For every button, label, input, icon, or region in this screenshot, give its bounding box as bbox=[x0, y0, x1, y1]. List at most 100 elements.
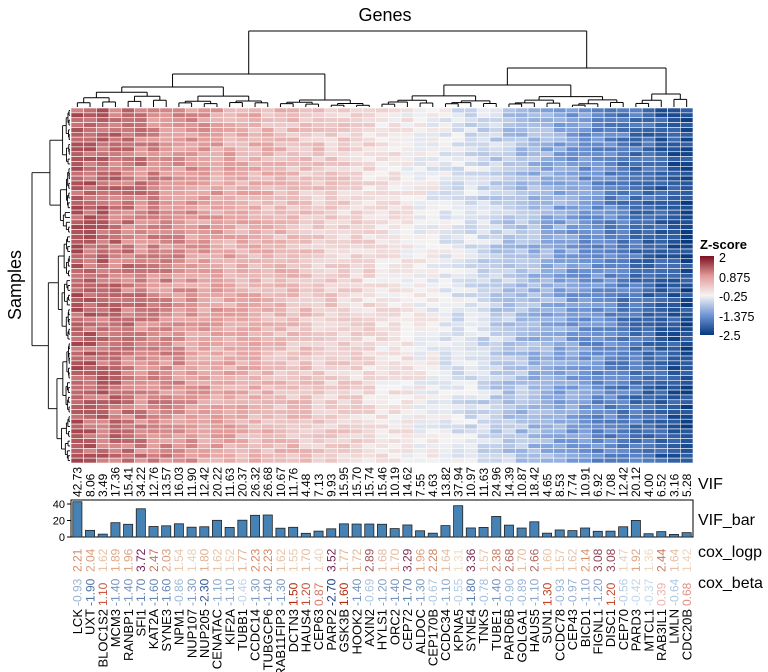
heatmap-cell bbox=[502, 394, 516, 401]
heatmap-cell bbox=[375, 433, 389, 439]
heatmap-cell bbox=[299, 258, 313, 264]
heatmap-cell bbox=[248, 443, 262, 449]
vif-bar bbox=[199, 526, 210, 538]
heatmap-cell bbox=[388, 282, 402, 289]
heatmap-cell bbox=[349, 443, 364, 449]
vif-value: 15.70 bbox=[350, 467, 364, 497]
heatmap-cell bbox=[261, 336, 275, 342]
heatmap-cell bbox=[375, 224, 389, 230]
heatmap-cell bbox=[324, 132, 338, 138]
heatmap-cell bbox=[654, 263, 668, 269]
cox-logp-row: 2.212.041.621.891.963.722.472.031.541.48… bbox=[71, 548, 694, 572]
heatmap-cell bbox=[134, 224, 148, 230]
heatmap-cell bbox=[654, 297, 668, 303]
heatmap-cell bbox=[349, 365, 364, 371]
heatmap-cell bbox=[172, 132, 186, 138]
heatmap-cell bbox=[121, 277, 135, 284]
heatmap-cell bbox=[527, 389, 541, 396]
heatmap-cell bbox=[629, 151, 643, 157]
heatmap-cell bbox=[426, 297, 440, 303]
heatmap-cell bbox=[337, 161, 351, 167]
zscore-legend: Z-score 2 0.875 -0.25 -1.375 -2.5 bbox=[700, 237, 754, 343]
heatmap-cell bbox=[553, 209, 567, 216]
heatmap-cell bbox=[159, 350, 173, 357]
heatmap-cell bbox=[83, 297, 97, 303]
heatmap-cell bbox=[261, 457, 275, 464]
heatmap-cell bbox=[680, 195, 694, 201]
heatmap-cell bbox=[451, 404, 465, 410]
heatmap-cell bbox=[108, 180, 123, 187]
heatmap-cell bbox=[451, 433, 465, 439]
heatmap-cell bbox=[680, 253, 694, 260]
heatmap-cell bbox=[591, 336, 605, 342]
heatmap-cell bbox=[299, 166, 313, 172]
heatmap-cell bbox=[197, 234, 211, 240]
gene-label: RAB3IL1 bbox=[654, 609, 669, 661]
heatmap-cell bbox=[629, 107, 643, 114]
heatmap-cell bbox=[83, 302, 97, 308]
heatmap-cell bbox=[235, 360, 250, 367]
heatmap-cell bbox=[299, 307, 313, 313]
heatmap-cell bbox=[591, 316, 605, 323]
heatmap-cell bbox=[591, 239, 605, 245]
heatmap-cell bbox=[540, 307, 554, 313]
heatmap-cell bbox=[146, 404, 161, 410]
heatmap-cell bbox=[146, 151, 161, 157]
vif-bar bbox=[668, 533, 679, 538]
heatmap-cell bbox=[578, 438, 592, 444]
heatmap-cell bbox=[172, 311, 186, 318]
heatmap-cell bbox=[413, 209, 427, 216]
heatmap-cell bbox=[223, 438, 237, 444]
heatmap-cell bbox=[134, 457, 148, 464]
heatmap-cell bbox=[603, 394, 618, 401]
vif-bar bbox=[351, 523, 362, 538]
heatmap-cell bbox=[464, 122, 478, 128]
heatmap-cell bbox=[210, 224, 224, 230]
heatmap-cell bbox=[553, 302, 567, 308]
heatmap-cell bbox=[680, 360, 694, 367]
heatmap-cell bbox=[438, 268, 453, 274]
heatmap-cell bbox=[83, 428, 97, 435]
heatmap-cell bbox=[311, 243, 326, 250]
heatmap-cell bbox=[388, 404, 402, 410]
heatmap-cell bbox=[197, 112, 211, 119]
heatmap-cell bbox=[464, 234, 478, 240]
heatmap-cell bbox=[121, 341, 135, 347]
heatmap-cell bbox=[172, 175, 186, 182]
heatmap-cell bbox=[388, 428, 402, 435]
heatmap-cell bbox=[451, 117, 465, 123]
heatmap-cell bbox=[591, 243, 605, 250]
heatmap-cell bbox=[108, 195, 123, 201]
heatmap-cell bbox=[311, 263, 326, 269]
heatmap-cell bbox=[273, 287, 288, 294]
heatmap-cell bbox=[172, 292, 186, 298]
vif-value: 10.19 bbox=[388, 467, 402, 497]
cox-logp-value: 1.70 bbox=[388, 548, 402, 572]
heatmap-cell bbox=[680, 302, 694, 308]
heatmap-cell bbox=[286, 287, 300, 294]
heatmap-cell bbox=[121, 200, 135, 206]
heatmap-cell bbox=[553, 239, 567, 245]
heatmap-cell bbox=[375, 409, 389, 415]
heatmap-cell bbox=[553, 136, 567, 143]
heatmap-cell bbox=[146, 370, 161, 376]
heatmap-cell bbox=[578, 341, 592, 347]
heatmap-cell bbox=[451, 360, 465, 367]
heatmap-cell bbox=[502, 302, 516, 308]
heatmap-cell bbox=[654, 360, 668, 367]
heatmap-cell bbox=[680, 321, 694, 328]
heatmap-cell bbox=[96, 224, 110, 230]
heatmap-cell bbox=[553, 438, 567, 444]
heatmap-cell bbox=[121, 389, 135, 396]
heatmap-cell bbox=[134, 200, 148, 206]
heatmap-cell bbox=[159, 107, 173, 114]
heatmap-cell bbox=[426, 185, 440, 191]
heatmap-cell bbox=[400, 122, 415, 128]
heatmap-cell bbox=[337, 394, 351, 401]
heatmap-cell bbox=[514, 302, 529, 308]
heatmap-cell bbox=[426, 423, 440, 430]
heatmap-cell bbox=[667, 404, 681, 410]
heatmap-cell bbox=[476, 336, 491, 342]
heatmap-cell bbox=[83, 277, 97, 284]
heatmap-cell bbox=[121, 214, 135, 221]
